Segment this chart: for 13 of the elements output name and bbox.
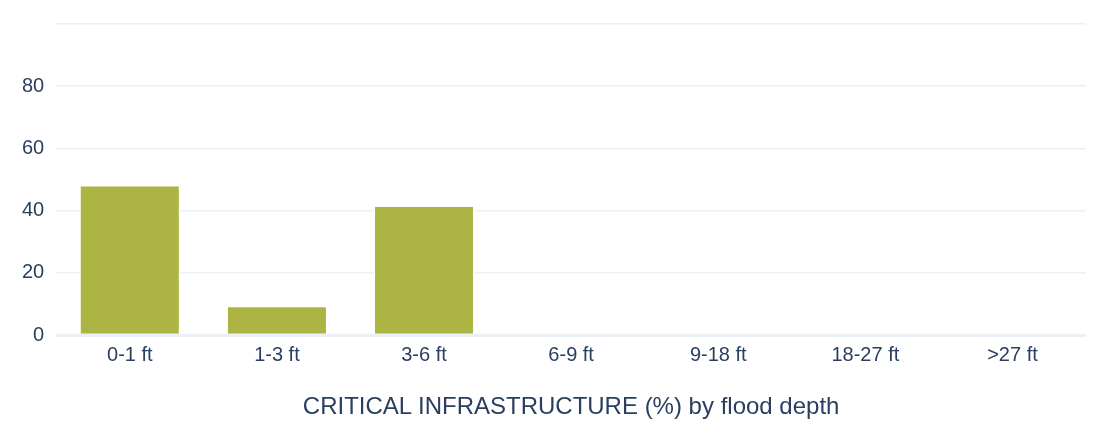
x-tick-label: >27 ft (987, 342, 1039, 365)
y-tick-label: 40 (22, 198, 45, 221)
y-tick-label: 60 (22, 136, 45, 158)
y-tick-label: 20 (22, 260, 45, 283)
x-tick-label: 3-6 ft (401, 342, 448, 365)
x-axis-title: CRITICAL INFRASTRUCTURE (%) by flood depth (302, 392, 840, 420)
x-tick-label: 18-27 ft (831, 342, 900, 365)
x-tick-label: 6-9 ft (548, 342, 595, 365)
y-tick-label: 80 (22, 73, 45, 96)
y-tick-label: 0 (33, 322, 45, 345)
x-tick-label: 0-1 ft (107, 342, 154, 365)
x-tick-label: 1-3 ft (254, 342, 301, 365)
x-tick-label: 9-18 ft (689, 342, 748, 365)
